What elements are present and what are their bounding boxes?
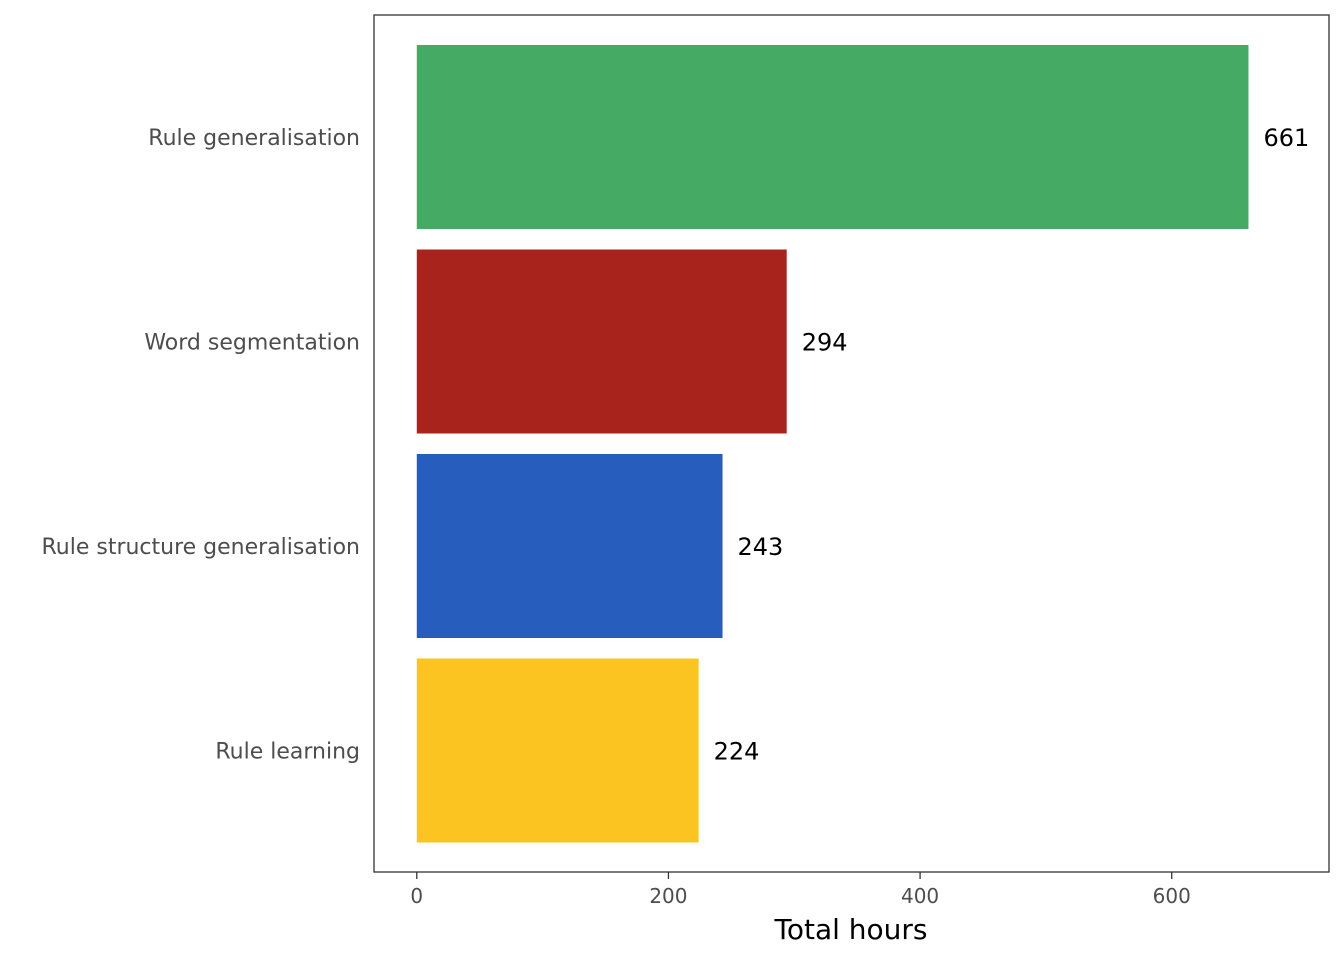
x-tick-label-0: 0 (410, 884, 423, 908)
bars-layer (416, 45, 1249, 843)
category-label-0: Rule generalisation (148, 126, 360, 151)
bar-1 (416, 249, 787, 434)
x-tick-label-1: 200 (649, 884, 687, 908)
value-label-1: 294 (802, 329, 848, 357)
x-tick-label-3: 600 (1153, 884, 1191, 908)
bar-2 (416, 454, 723, 638)
category-labels: Rule generalisation Word segmentation Rule… (41, 126, 360, 765)
category-label-1: Word segmentation (144, 331, 360, 356)
category-label-2: Rule structure generalisation (41, 535, 360, 560)
value-labels: 661 294 243 224 (714, 124, 1310, 766)
plot-panel-border (373, 14, 1330, 873)
value-label-3: 224 (714, 738, 760, 766)
bar-3 (416, 658, 699, 843)
x-axis-title: Total hours (773, 913, 927, 946)
bar-0 (416, 45, 1249, 229)
value-label-0: 661 (1263, 124, 1309, 152)
x-tick-label-2: 400 (901, 884, 939, 908)
value-label-2: 243 (738, 533, 784, 561)
x-axis: 0 200 400 600 (410, 872, 1191, 908)
category-label-3: Rule learning (215, 740, 360, 765)
